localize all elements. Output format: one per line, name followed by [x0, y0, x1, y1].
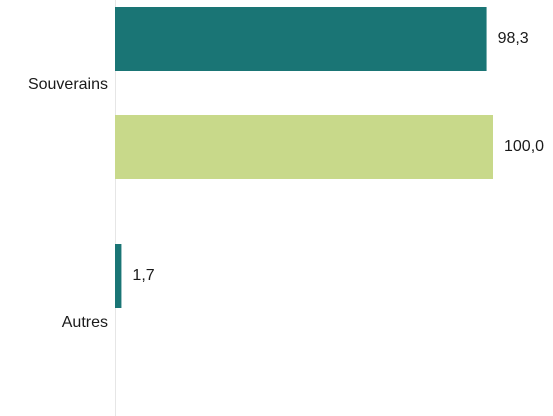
- category-label-autres: Autres: [62, 314, 108, 331]
- value-label-souverains-series-2: 100,0: [504, 138, 544, 155]
- value-label-souverains-series-1: 98,3: [498, 30, 529, 47]
- bar-autres-series-1: [115, 244, 122, 308]
- value-label-autres-series-1: 1,7: [132, 267, 154, 284]
- category-label-souverains: Souverains: [28, 76, 108, 93]
- bar-souverains-series-2: [115, 115, 493, 179]
- labels-group: Souverains Autres 98,3 1,7 100,0: [28, 30, 544, 331]
- bars-group: [115, 7, 493, 308]
- bar-souverains-series-1: [115, 7, 487, 71]
